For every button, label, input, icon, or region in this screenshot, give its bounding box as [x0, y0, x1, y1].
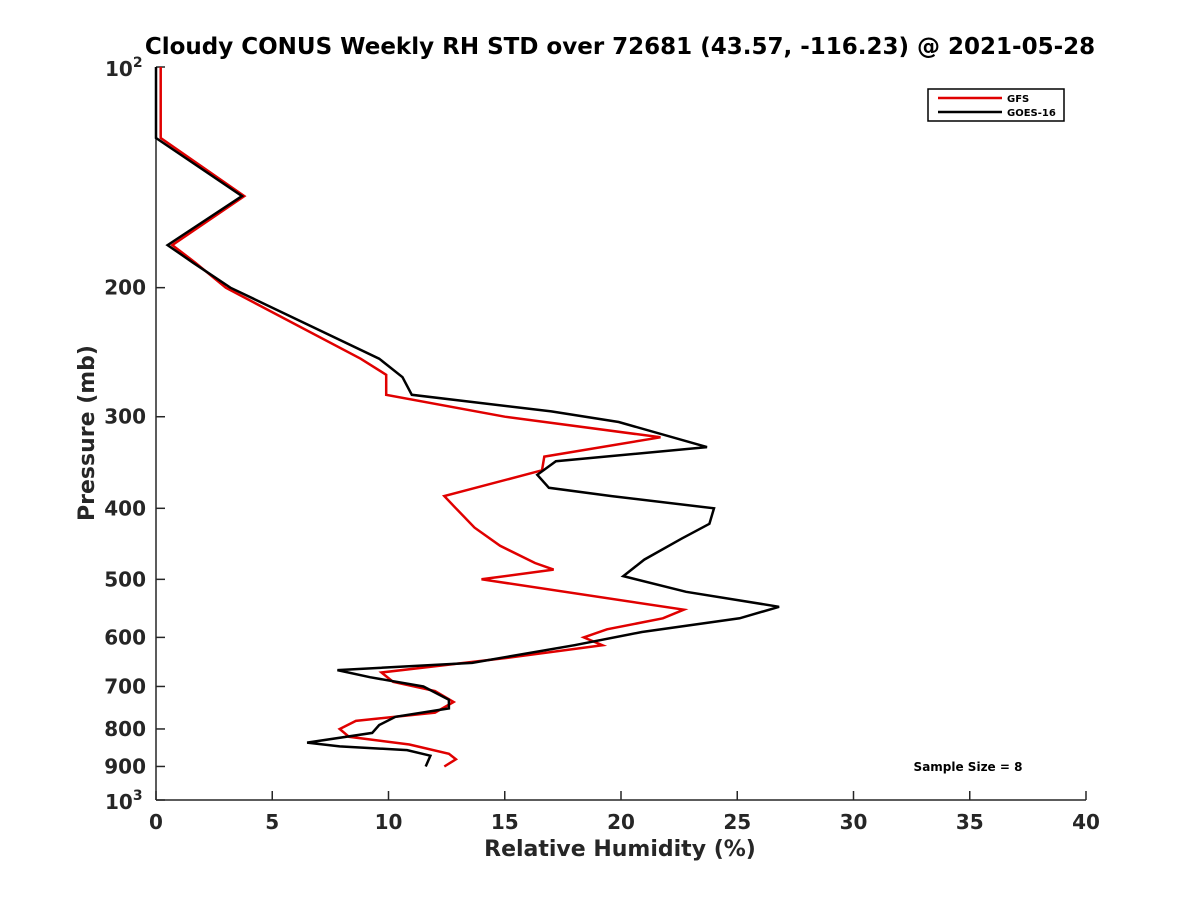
y-axis-label: Pressure (mb) — [75, 345, 100, 521]
y-tick-label: 103 — [105, 788, 143, 814]
x-tick-label: 5 — [265, 810, 279, 834]
x-tick-label: 20 — [607, 810, 635, 834]
y-tick-label: 200 — [104, 276, 146, 300]
y-tick-label: 600 — [104, 625, 146, 649]
legend[interactable]: GFS GOES-16 — [927, 88, 1065, 122]
y-tick-label: 102 — [105, 55, 143, 81]
y-tick-label: 500 — [104, 567, 146, 591]
x-tick-label: 30 — [840, 810, 868, 834]
y-tick-label-exponent: 3 — [133, 788, 143, 804]
x-tick-label: 25 — [723, 810, 751, 834]
chart-title: Cloudy CONUS Weekly RH STD over 72681 (4… — [145, 34, 1095, 60]
y-tick-label: 700 — [104, 674, 146, 698]
series-group — [154, 67, 780, 768]
legend-label-goes-16: GOES-16 — [1007, 108, 1056, 119]
y-tick-label: 300 — [104, 405, 146, 429]
sample-size-annotation: Sample Size = 8 — [914, 760, 1023, 774]
y-tick-label-base: 10 — [105, 57, 133, 81]
series-line-gfs — [159, 67, 689, 768]
x-axis-ticks: 0 5 10 15 20 25 30 35 40 — [149, 791, 1100, 834]
x-tick-label: 0 — [149, 810, 163, 834]
y-tick-label: 900 — [104, 754, 146, 778]
y-tick-label-exponent: 2 — [133, 55, 143, 71]
y-tick-label: 400 — [104, 496, 146, 520]
x-tick-label: 40 — [1072, 810, 1100, 834]
x-axis-label: Relative Humidity (%) — [484, 837, 756, 862]
y-tick-label-base: 10 — [105, 790, 133, 814]
legend-label-gfs: GFS — [1007, 94, 1029, 105]
legend-box — [927, 88, 1065, 122]
y-tick-label: 800 — [104, 717, 146, 741]
x-tick-label: 35 — [956, 810, 984, 834]
x-tick-label: 15 — [491, 810, 519, 834]
x-tick-label: 10 — [375, 810, 403, 834]
series-line-goes-16 — [154, 67, 780, 767]
